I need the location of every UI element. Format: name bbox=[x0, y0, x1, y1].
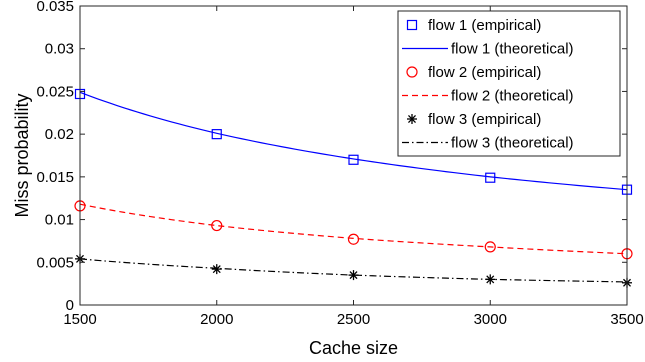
legend-box bbox=[397, 10, 621, 157]
series-5-point bbox=[211, 264, 222, 275]
y-tick-label: 0 bbox=[66, 297, 74, 314]
y-tick-label: 0.01 bbox=[45, 212, 74, 229]
legend-label-5: flow 3 (empirical) bbox=[428, 111, 541, 128]
x-tick-label: 3000 bbox=[474, 311, 507, 328]
x-tick-label: 2000 bbox=[200, 311, 233, 328]
x-tick-label: 1500 bbox=[63, 311, 96, 328]
series-3-point bbox=[211, 219, 223, 232]
legend-label-3: flow 2 (empirical) bbox=[428, 64, 541, 81]
series-1-point bbox=[485, 172, 496, 183]
y-tick-label: 0.03 bbox=[45, 41, 74, 58]
y-axis-label: Miss probability bbox=[12, 93, 32, 217]
y-tick-label: 0.035 bbox=[36, 0, 74, 15]
series-5-point bbox=[485, 274, 496, 285]
y-tick-label: 0.015 bbox=[36, 169, 74, 186]
y-tick-label: 0.02 bbox=[45, 126, 74, 143]
legend-label-6: flow 3 (theoretical) bbox=[451, 135, 574, 152]
y-axis-ticks: 0 0.005 0.01 0.015 0.02 0.025 0.03 0.035 bbox=[36, 0, 627, 314]
markers-layer bbox=[74, 88, 633, 288]
x-tick-label: 2500 bbox=[337, 311, 370, 328]
legend-marker-1 bbox=[406, 19, 418, 31]
series-1-point bbox=[211, 129, 222, 140]
series-5-point bbox=[348, 270, 359, 281]
legend-marker-3 bbox=[406, 66, 418, 78]
legend-label-2: flow 1 (theoretical) bbox=[451, 41, 574, 58]
legend-label-1: flow 1 (empirical) bbox=[428, 17, 541, 34]
series-2-line bbox=[79, 91, 628, 191]
x-axis-label: Cache size bbox=[309, 338, 398, 358]
x-axis-ticks: 1500 2000 2500 3000 3500 bbox=[63, 6, 644, 328]
series-1-point bbox=[348, 154, 359, 165]
y-tick-label: 0.005 bbox=[36, 254, 74, 271]
series-3-point bbox=[347, 233, 360, 245]
x-tick-label: 3500 bbox=[610, 311, 643, 328]
legend: flow 1 (empirical) flow 1 (theoretical) fl… bbox=[397, 10, 621, 157]
curves-layer bbox=[79, 91, 628, 283]
series-4-line bbox=[79, 203, 628, 255]
legend-marker-5 bbox=[407, 114, 417, 124]
series-3-point bbox=[484, 241, 496, 253]
y-tick-label: 0.025 bbox=[36, 83, 74, 100]
legend-label-4: flow 2 (theoretical) bbox=[451, 88, 574, 105]
series-6-line bbox=[79, 258, 628, 283]
